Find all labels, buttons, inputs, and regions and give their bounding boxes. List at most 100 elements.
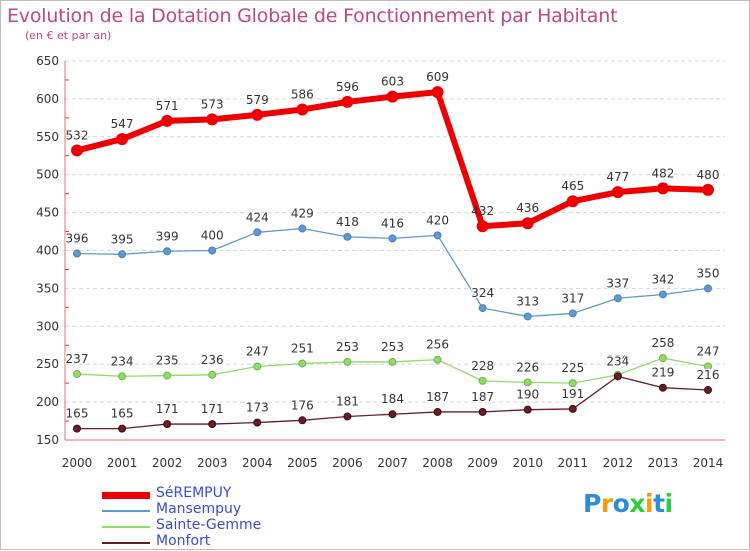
data-label: 603 (381, 75, 404, 89)
data-label: 237 (66, 352, 89, 366)
data-point (71, 144, 83, 157)
data-label: 216 (697, 368, 720, 382)
data-point (208, 246, 217, 255)
x-tick-label: 2004 (242, 456, 273, 470)
y-tick-label: 150 (36, 433, 59, 447)
data-point (343, 357, 352, 366)
data-label: 317 (561, 291, 584, 305)
x-tick-label: 2011 (558, 456, 589, 470)
data-point (161, 114, 174, 127)
data-point (163, 420, 172, 429)
data-label: 219 (651, 366, 674, 380)
data-label: 251 (291, 341, 314, 355)
logo-letter: i (645, 489, 654, 518)
x-tick-label: 2006 (332, 456, 363, 470)
data-label: 342 (651, 272, 674, 286)
data-point (568, 404, 577, 413)
data-point (388, 410, 397, 419)
x-tick-label: 2009 (467, 456, 498, 470)
data-label: 395 (111, 232, 134, 246)
x-tick-label: 2007 (377, 456, 408, 470)
data-point (566, 195, 579, 208)
data-label: 253 (336, 340, 359, 354)
data-point (523, 378, 532, 387)
y-tick-label: 250 (36, 357, 59, 371)
data-label: 609 (426, 70, 449, 84)
data-point (658, 383, 667, 392)
data-point (73, 370, 81, 379)
data-label: 235 (156, 354, 179, 368)
data-point (704, 385, 712, 394)
logo-letter: P (583, 489, 601, 518)
data-point (704, 362, 712, 371)
data-point (253, 228, 262, 237)
data-point (433, 355, 442, 364)
data-point (613, 372, 622, 381)
data-point (73, 249, 81, 258)
y-tick-label: 200 (36, 395, 59, 409)
y-tick-label: 350 (36, 281, 59, 295)
label-layer: 532 547 571 573 579 586 596 603 609 432 436 465 477 4… (64, 70, 720, 422)
data-point (568, 309, 577, 318)
data-label: 234 (111, 354, 134, 368)
legend-label: Mansempuy (156, 501, 242, 517)
chart-title: Evolution de la Dotation Globale de Fonc… (7, 5, 618, 27)
x-tick-label: 2002 (152, 456, 183, 470)
data-label: 532 (66, 128, 89, 142)
data-point (251, 108, 264, 121)
data-label: 571 (156, 99, 179, 113)
data-label: 165 (111, 407, 134, 421)
legend-swatch (102, 510, 150, 512)
legend-label: Sainte-Gemme (156, 517, 262, 533)
data-label: 477 (606, 170, 629, 184)
logo-letter: x (629, 489, 645, 518)
data-label: 247 (246, 344, 269, 358)
data-label: 247 (697, 344, 720, 358)
data-label: 225 (561, 361, 584, 375)
axis-layer: 150 200 250 300 350 400 450 500 550 600 650 2000 200… (36, 54, 725, 470)
data-point (341, 95, 354, 108)
data-point (476, 220, 489, 233)
data-point (702, 183, 714, 196)
chart-subtitle: (en € et par an) (25, 29, 112, 42)
data-label: 337 (606, 276, 629, 290)
data-point (208, 370, 217, 379)
data-label: 191 (561, 387, 584, 401)
data-point (478, 376, 487, 385)
data-point (206, 113, 219, 126)
data-point (163, 371, 172, 380)
data-label: 184 (381, 392, 404, 406)
data-label: 234 (606, 354, 629, 368)
x-tick-label: 2003 (197, 456, 228, 470)
data-point (208, 420, 217, 429)
data-label: 181 (336, 395, 359, 409)
data-point (118, 424, 127, 433)
x-tick-label: 2014 (693, 456, 724, 470)
data-point (386, 90, 399, 103)
data-label: 400 (201, 229, 224, 243)
series-mansempuy (73, 224, 712, 321)
proxiti-logo: Proxiti (583, 489, 673, 518)
legend-swatch (102, 492, 150, 499)
data-point (478, 304, 487, 313)
y-tick-label: 450 (36, 206, 59, 220)
data-label: 573 (201, 97, 224, 111)
data-point (343, 412, 352, 421)
data-point (613, 294, 622, 303)
y-tick-label: 600 (36, 92, 59, 106)
data-label: 465 (561, 179, 584, 193)
data-label: 396 (66, 232, 89, 246)
y-tick-label: 300 (36, 319, 59, 333)
data-label: 416 (381, 216, 404, 230)
data-label: 226 (516, 360, 539, 374)
data-point (704, 284, 712, 293)
series-layer (71, 86, 714, 433)
data-point (478, 407, 487, 416)
data-point (523, 405, 532, 414)
data-label: 187 (471, 390, 494, 404)
x-tick-label: 2005 (287, 456, 318, 470)
data-point (388, 234, 397, 243)
legend-swatch (102, 542, 150, 544)
data-point (73, 424, 81, 433)
data-label: 165 (66, 407, 89, 421)
